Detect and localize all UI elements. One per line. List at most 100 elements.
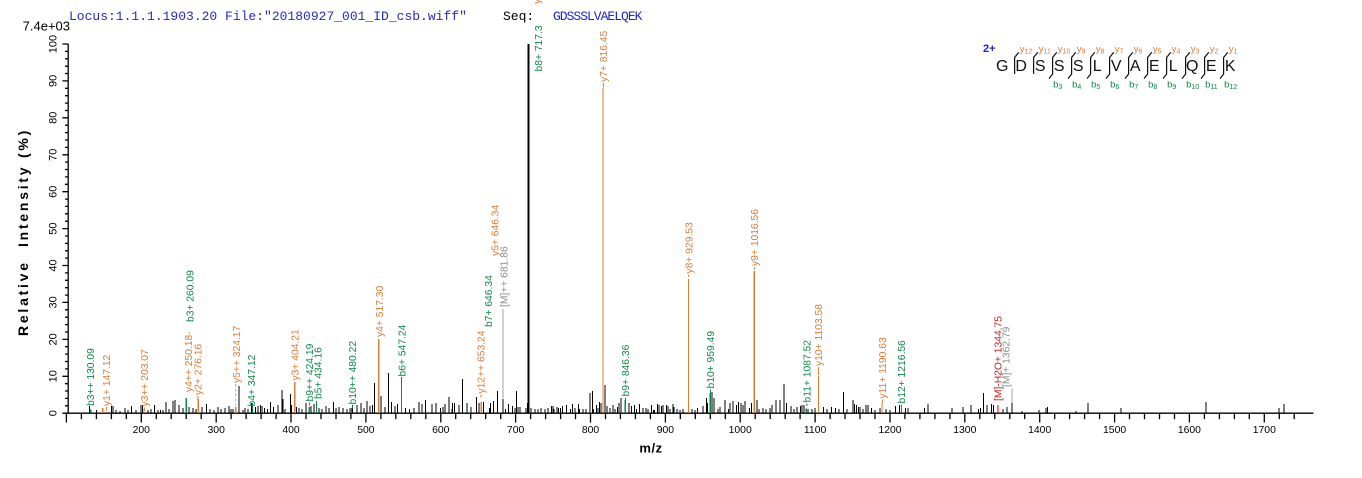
svg-text:b12+ 1216.56: b12+ 1216.56 bbox=[897, 340, 908, 404]
svg-text:V: V bbox=[1111, 58, 1122, 75]
svg-text:y3: y3 bbox=[1191, 44, 1200, 56]
svg-text:y9+ 1016.56: y9+ 1016.56 bbox=[750, 209, 761, 266]
svg-text:y3++ 203.07: y3++ 203.07 bbox=[140, 349, 151, 407]
svg-text:L: L bbox=[1093, 58, 1102, 75]
svg-text:b9++ 424.19: b9++ 424.19 bbox=[305, 343, 316, 401]
svg-text:y9: y9 bbox=[1077, 44, 1086, 56]
svg-text:30: 30 bbox=[47, 296, 59, 308]
svg-text:y8+ 929.53: y8+ 929.53 bbox=[684, 222, 695, 274]
svg-text:1300: 1300 bbox=[953, 425, 976, 436]
svg-text:A: A bbox=[1130, 58, 1141, 75]
svg-text:1100: 1100 bbox=[804, 425, 827, 436]
svg-text:y11+ 1190.63: y11+ 1190.63 bbox=[878, 337, 889, 398]
svg-text:y12: y12 bbox=[1020, 44, 1033, 56]
svg-text:L: L bbox=[1169, 58, 1178, 75]
svg-text:[M]+ 1362.79: [M]+ 1362.79 bbox=[1002, 326, 1013, 387]
svg-text:1500: 1500 bbox=[1103, 425, 1126, 436]
svg-text:y10+ 1103.58: y10+ 1103.58 bbox=[814, 304, 825, 366]
svg-text:80: 80 bbox=[47, 112, 59, 124]
svg-text:600: 600 bbox=[432, 425, 450, 436]
svg-text:500: 500 bbox=[357, 425, 375, 436]
svg-text:b7+ 646.34: b7+ 646.34 bbox=[484, 275, 495, 327]
svg-text:y5++ 324.17: y5++ 324.17 bbox=[232, 325, 243, 383]
svg-text:b10: b10 bbox=[1186, 80, 1199, 92]
svg-text:b12: b12 bbox=[1224, 80, 1237, 92]
svg-text:y2+ 276.16: y2+ 276.16 bbox=[194, 343, 205, 395]
svg-text:Q: Q bbox=[1186, 58, 1198, 75]
svg-text:b3+ 260.09: b3+ 260.09 bbox=[186, 270, 197, 322]
svg-text:40: 40 bbox=[47, 259, 59, 271]
svg-text:S: S bbox=[1073, 58, 1084, 75]
svg-text:y12++ 653.24: y12++ 653.24 bbox=[477, 330, 488, 393]
svg-text:b4: b4 bbox=[1072, 80, 1081, 92]
svg-text:D: D bbox=[1015, 58, 1027, 75]
svg-text:200: 200 bbox=[133, 425, 151, 436]
svg-text:0: 0 bbox=[47, 410, 59, 416]
svg-text:G: G bbox=[996, 58, 1008, 75]
svg-text:400: 400 bbox=[282, 425, 300, 436]
svg-text:b9: b9 bbox=[1167, 80, 1176, 92]
svg-text:b6: b6 bbox=[1110, 80, 1119, 92]
svg-text:y10: y10 bbox=[1058, 44, 1071, 56]
svg-text:b8: b8 bbox=[1148, 80, 1157, 92]
svg-text:y1: y1 bbox=[1229, 44, 1238, 56]
svg-text:y5+ 646.34: y5+ 646.34 bbox=[491, 204, 502, 256]
svg-text:b5+ 434.16: b5+ 434.16 bbox=[314, 347, 325, 399]
svg-text:2+: 2+ bbox=[983, 43, 996, 55]
svg-text:b3++ 130.09: b3++ 130.09 bbox=[86, 348, 97, 406]
svg-text:1600: 1600 bbox=[1178, 425, 1201, 436]
svg-text:20: 20 bbox=[47, 333, 59, 345]
svg-text:y2: y2 bbox=[1210, 44, 1219, 56]
svg-text:b8+ 717.3: b8+ 717.3 bbox=[534, 25, 545, 71]
svg-text:S: S bbox=[1035, 58, 1046, 75]
svg-text:700: 700 bbox=[507, 425, 525, 436]
svg-text:y6+ 717.39: y6+ 717.39 bbox=[533, 0, 544, 4]
svg-text:300: 300 bbox=[208, 425, 226, 436]
svg-text:b6+ 547.24: b6+ 547.24 bbox=[397, 324, 408, 376]
svg-text:1000: 1000 bbox=[729, 425, 752, 436]
svg-text:y4+ 517.30: y4+ 517.30 bbox=[375, 285, 386, 337]
svg-text:E: E bbox=[1149, 58, 1160, 75]
svg-text:b10+ 959.49: b10+ 959.49 bbox=[706, 331, 717, 389]
svg-text:1200: 1200 bbox=[878, 425, 901, 436]
svg-text:m/z: m/z bbox=[639, 441, 662, 456]
svg-text:[M]-H2O+ 1344.75: [M]-H2O+ 1344.75 bbox=[994, 316, 1005, 401]
svg-text:y1+ 147.12: y1+ 147.12 bbox=[102, 354, 113, 406]
svg-text:y3+ 404.21: y3+ 404.21 bbox=[290, 329, 301, 381]
svg-text:b9+ 846.36: b9+ 846.36 bbox=[621, 344, 632, 396]
svg-text:y11: y11 bbox=[1039, 44, 1051, 56]
svg-text:[M]++ 681.86: [M]++ 681.86 bbox=[500, 246, 511, 307]
svg-text:GDSSSLVAELQEK: GDSSSLVAELQEK bbox=[553, 9, 643, 24]
svg-text:1400: 1400 bbox=[1028, 425, 1051, 436]
svg-text:Relative Intensity (%): Relative Intensity (%) bbox=[15, 128, 31, 336]
svg-text:y6: y6 bbox=[1134, 44, 1143, 56]
svg-text:b3: b3 bbox=[1053, 80, 1062, 92]
svg-text:y5: y5 bbox=[1153, 44, 1162, 56]
svg-text:1700: 1700 bbox=[1253, 425, 1276, 436]
svg-text:E: E bbox=[1206, 58, 1217, 75]
svg-text:Seq:: Seq: bbox=[503, 9, 534, 24]
svg-text:60: 60 bbox=[47, 186, 59, 198]
svg-text:Locus:1.1.1.1903.20 File:"2018: Locus:1.1.1.1903.20 File:"20180927_001_I… bbox=[69, 9, 467, 24]
svg-text:y4: y4 bbox=[1172, 44, 1181, 56]
svg-text:7.4e+03: 7.4e+03 bbox=[23, 19, 70, 34]
svg-text:b11+ 1087.52: b11+ 1087.52 bbox=[803, 340, 814, 403]
svg-text:10: 10 bbox=[47, 370, 59, 382]
svg-text:900: 900 bbox=[657, 425, 675, 436]
svg-text:K: K bbox=[1225, 58, 1236, 75]
svg-text:y7: y7 bbox=[1115, 44, 1124, 56]
svg-text:90: 90 bbox=[47, 75, 59, 87]
svg-text:70: 70 bbox=[47, 149, 59, 161]
svg-text:b11: b11 bbox=[1205, 80, 1218, 92]
svg-text:y8: y8 bbox=[1096, 44, 1105, 56]
svg-text:800: 800 bbox=[582, 425, 600, 436]
svg-text:b10++ 480.22: b10++ 480.22 bbox=[348, 341, 359, 405]
svg-text:y4++ 250.18-: y4++ 250.18- bbox=[184, 331, 195, 392]
svg-text:50: 50 bbox=[47, 222, 59, 234]
svg-text:S: S bbox=[1054, 58, 1065, 75]
svg-text:100: 100 bbox=[47, 35, 59, 53]
svg-text:b4+ 347.12: b4+ 347.12 bbox=[247, 354, 258, 406]
svg-text:y7+ 816.45: y7+ 816.45 bbox=[599, 30, 610, 82]
svg-text:b5: b5 bbox=[1091, 80, 1100, 92]
svg-text:b7: b7 bbox=[1129, 80, 1138, 92]
